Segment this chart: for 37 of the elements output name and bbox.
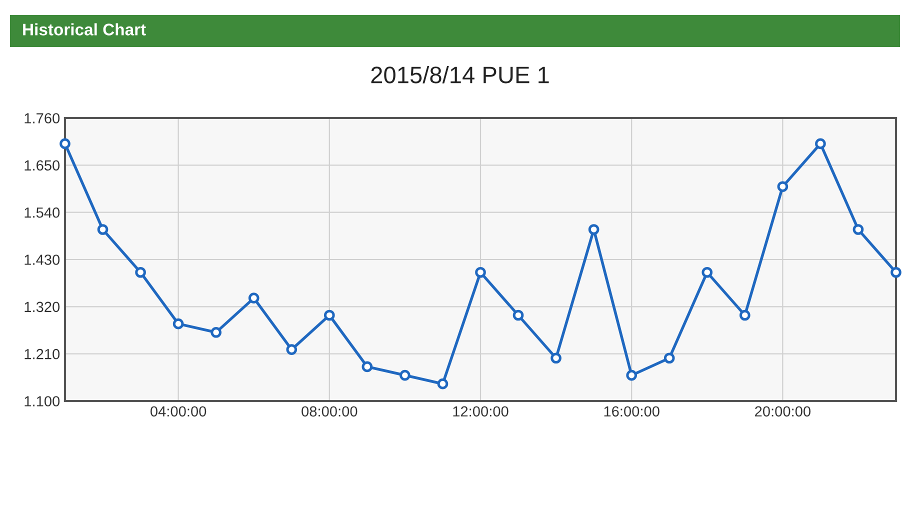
point: [60, 138, 70, 150]
point: [626, 370, 638, 381]
point: [550, 352, 562, 364]
point: [172, 318, 184, 330]
point: [739, 310, 750, 321]
point: [664, 352, 675, 364]
y-tick-label: 1.320: [24, 302, 60, 312]
point: [512, 310, 524, 321]
x-tick-label: 20:00:00: [755, 406, 810, 417]
point: [286, 344, 298, 355]
point: [210, 326, 222, 338]
x-tick-label: 08:00:00: [302, 406, 358, 417]
point: [135, 266, 146, 278]
x-tick-label: 04:00:00: [150, 406, 206, 417]
x-tick-label: 12:00:00: [453, 406, 508, 417]
point: [588, 224, 600, 235]
point: [400, 370, 410, 381]
text: Historical Chart: [23, 23, 146, 36]
chart-title: 2015/8/14 PUE 1: [371, 66, 549, 84]
point: [437, 378, 448, 390]
point: [248, 292, 260, 304]
point: [475, 266, 486, 278]
point: [777, 181, 788, 192]
y-tick-label: 1.430: [24, 254, 60, 265]
point: [97, 224, 108, 235]
y-tick-label: 1.100: [24, 396, 60, 406]
x-tick-label: 16:00:00: [604, 406, 660, 417]
y-tick-label: 1.210: [24, 348, 60, 360]
y-tick-label: 1.540: [24, 207, 60, 218]
point: [852, 224, 864, 235]
point: [702, 266, 713, 278]
point: [362, 361, 373, 372]
y-tick-label: 1.760: [24, 113, 60, 124]
point: [815, 138, 826, 150]
point: [324, 310, 335, 321]
point: [890, 266, 902, 278]
y-tick-label: 1.650: [24, 160, 60, 171]
